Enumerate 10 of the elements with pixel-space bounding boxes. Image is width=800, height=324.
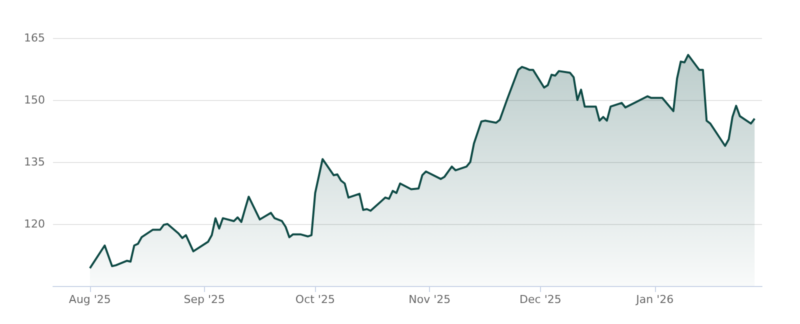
y-tick-label: 120 — [24, 218, 45, 230]
x-tick-label: Dec '25 — [520, 293, 562, 306]
x-tick-label: Sep '25 — [184, 293, 226, 306]
y-tick-label: 165 — [24, 32, 45, 44]
y-tick-label: 135 — [24, 156, 45, 168]
x-tick-label: Oct '25 — [295, 293, 335, 306]
y-tick-label: 150 — [24, 94, 45, 106]
x-tick-label: Jan '26 — [635, 293, 674, 306]
x-tick-label: Aug '25 — [68, 293, 111, 306]
x-tick-label: Nov '25 — [408, 293, 451, 306]
